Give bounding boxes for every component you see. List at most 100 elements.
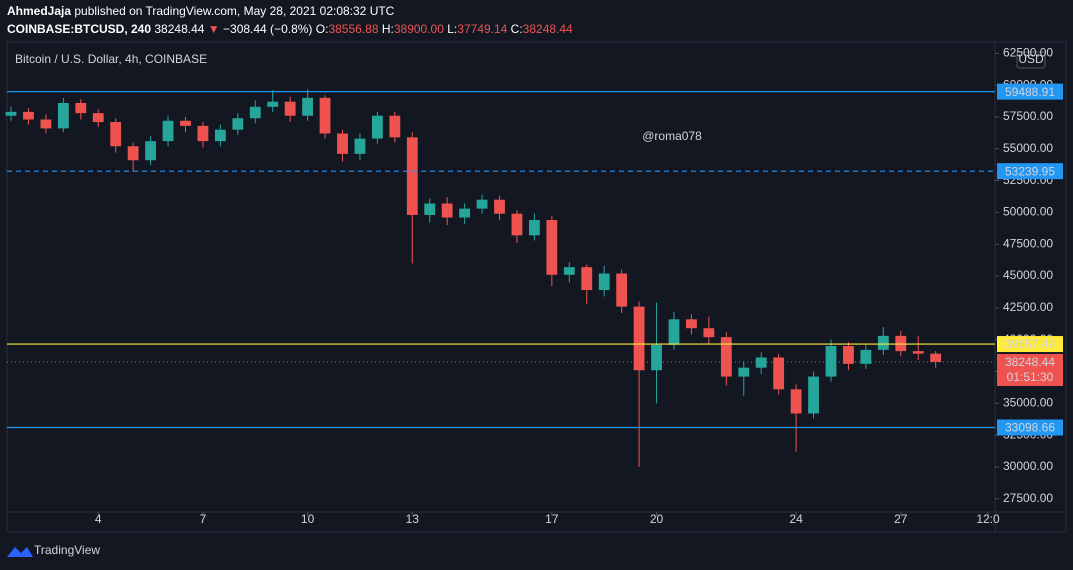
candle-body [790,389,802,414]
y-tick-label: 35000.00 [1003,395,1053,409]
candle-body [57,102,69,129]
candle-body [930,353,942,362]
candle-body [371,115,383,139]
candle-body [441,203,453,218]
candle-body [598,273,610,291]
candle-body [319,97,331,134]
candle-body [843,346,854,364]
c: 38248.44 [523,22,573,36]
candle-body [267,101,279,107]
candle-body [127,146,139,161]
o: 38556.88 [328,22,378,36]
c-label: C: [511,22,523,36]
candle-body [912,351,924,354]
candle-body [459,208,471,218]
x-tick-label: 10 [301,512,315,526]
candle-body [703,328,715,338]
candle-body [354,138,366,154]
l: 37749.14 [457,22,507,36]
candle-body [563,267,575,275]
candle-body [406,137,418,215]
x-tick-label: 24 [789,512,803,526]
o-label: O: [316,22,329,36]
level-label: 33098.66 [1005,421,1055,435]
candle-body [389,115,401,138]
candle-body [720,337,732,377]
candle-body [476,199,488,209]
candle-body [633,306,645,371]
candle-body [40,119,52,129]
watermark: @roma078 [642,129,702,143]
countdown: 01:51:30 [1007,370,1054,384]
h-label: H: [382,22,394,36]
x-tick-label: 20 [650,512,664,526]
candle-body [92,113,104,123]
level-label: 59488.91 [1005,85,1055,99]
arrow: ▼ [208,22,220,36]
header-line-1: AhmedJaja published on TradingView.com, … [7,4,395,18]
level-label: 39657.49 [1005,337,1055,351]
candle-body [214,129,226,142]
candle-body [755,357,767,368]
candle-body [877,335,889,350]
y-tick-label: 42500.00 [1003,300,1053,314]
candle-body [110,122,122,147]
published: published on TradingView.com, May 28, 20… [74,4,394,18]
candle-body [616,273,628,307]
candle-body [511,213,523,236]
header-line-2: COINBASE:BTCUSD, 240 38248.44 ▼ −308.44 … [7,22,573,36]
y-tick-label: 47500.00 [1003,236,1053,250]
h: 38900.00 [394,22,444,36]
l-label: L: [447,22,457,36]
candle-body [145,141,156,161]
y-tick-label: 30000.00 [1003,459,1053,473]
candle-body [302,97,314,116]
brand: TradingView [34,543,100,557]
candle-body [686,319,697,329]
chart-title: Bitcoin / U.S. Dollar, 4h, COINBASE [15,52,207,66]
candle-body [197,125,209,142]
candle-body [494,199,505,214]
level-tag [997,163,1063,180]
candle-body [424,203,436,215]
x-tick-label: 17 [545,512,559,526]
candle-body [546,220,558,275]
level-tag [997,419,1063,436]
x-tick-label: 13 [406,512,420,526]
symbol: COINBASE:BTCUSD, 240 [7,22,151,36]
candle-body [738,367,750,377]
candle-body [337,133,348,154]
candle-body [808,376,819,414]
y-tick-label: 55000.00 [1003,141,1053,155]
last: 38248.44 [154,22,204,36]
level-tag [997,336,1063,353]
last-price-tag [997,353,1063,386]
candle-body [668,319,680,345]
candle-body [162,120,174,142]
x-tick-label: 4 [95,512,102,526]
author: AhmedJaja [7,4,71,18]
candle-body [249,106,261,119]
candle-body [75,102,87,114]
candle-body [773,357,785,390]
x-tick-label: 7 [200,512,207,526]
y-tick-label: 27500.00 [1003,491,1053,505]
x-tick-label: 12:0 [976,512,1000,526]
last-price-label: 38248.44 [1005,355,1055,369]
candle-body [529,220,540,236]
y-tick-label: 57500.00 [1003,109,1053,123]
y-tick-label: 50000.00 [1003,205,1053,219]
candle-body [284,101,296,116]
level-label: 53239.95 [1005,164,1055,178]
y-unit: USD [1018,52,1044,66]
candle-body [5,111,17,116]
candle-body [860,349,872,364]
logo-icon [7,547,33,557]
chart-frame [6,41,1067,533]
plot: @roma078 [5,88,942,467]
candle-body [23,111,34,120]
change: −308.44 (−0.8%) [223,22,312,36]
candle-body [825,346,837,377]
